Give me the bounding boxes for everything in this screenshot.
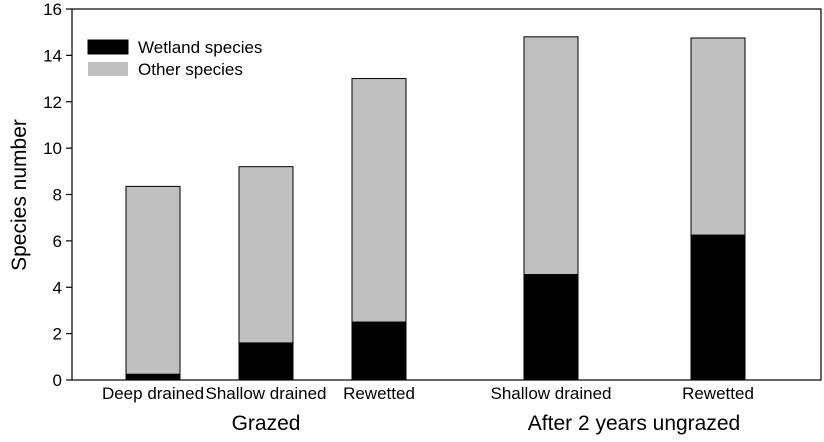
bar-segment-other	[351, 78, 407, 323]
bars	[125, 36, 746, 381]
legend-swatch	[88, 62, 128, 76]
legend-swatch	[87, 39, 129, 55]
bar-segment-other	[125, 185, 181, 375]
y-tick-label: 6	[53, 232, 62, 251]
category-label: Shallow drained	[206, 384, 327, 403]
group-label: Grazed	[232, 412, 301, 435]
group-label: After 2 years ungrazed	[528, 412, 740, 435]
bar-segment-wetland	[690, 234, 746, 381]
y-tick-label: 4	[53, 278, 62, 297]
bar-segment-other	[690, 37, 746, 236]
y-axis-label: Species number	[8, 119, 31, 271]
category-label: Rewetted	[682, 384, 754, 403]
bar-segment-other	[238, 166, 294, 344]
bar-segment-wetland	[238, 342, 294, 381]
group-labels: Grazed After 2 years ungrazed	[232, 412, 741, 435]
legend: Wetland species Other species	[87, 38, 262, 79]
axes	[66, 8, 822, 381]
category-label: Deep drained	[102, 384, 204, 403]
y-tick-label: 2	[53, 325, 62, 344]
y-tick-label: 10	[43, 139, 62, 158]
y-tick-label: 8	[53, 186, 62, 205]
bar-segment-wetland	[523, 273, 579, 381]
y-tick-label: 0	[53, 371, 62, 390]
y-tick-label: 14	[43, 46, 62, 65]
bar-segment-wetland	[125, 373, 181, 381]
y-tick-label: 16	[43, 0, 62, 19]
legend-label: Other species	[138, 60, 243, 79]
y-tick-label: 12	[43, 93, 62, 112]
category-label: Shallow drained	[491, 384, 612, 403]
legend-label: Wetland species	[138, 38, 262, 57]
bar-segment-other	[523, 36, 579, 275]
bar-segment-wetland	[351, 321, 407, 381]
category-label: Rewetted	[343, 384, 415, 403]
category-labels: Deep drained Shallow drained Rewetted Shall…	[102, 384, 754, 403]
y-tick-labels: 0 2 4 6 8 10 12 14 16	[43, 0, 62, 390]
